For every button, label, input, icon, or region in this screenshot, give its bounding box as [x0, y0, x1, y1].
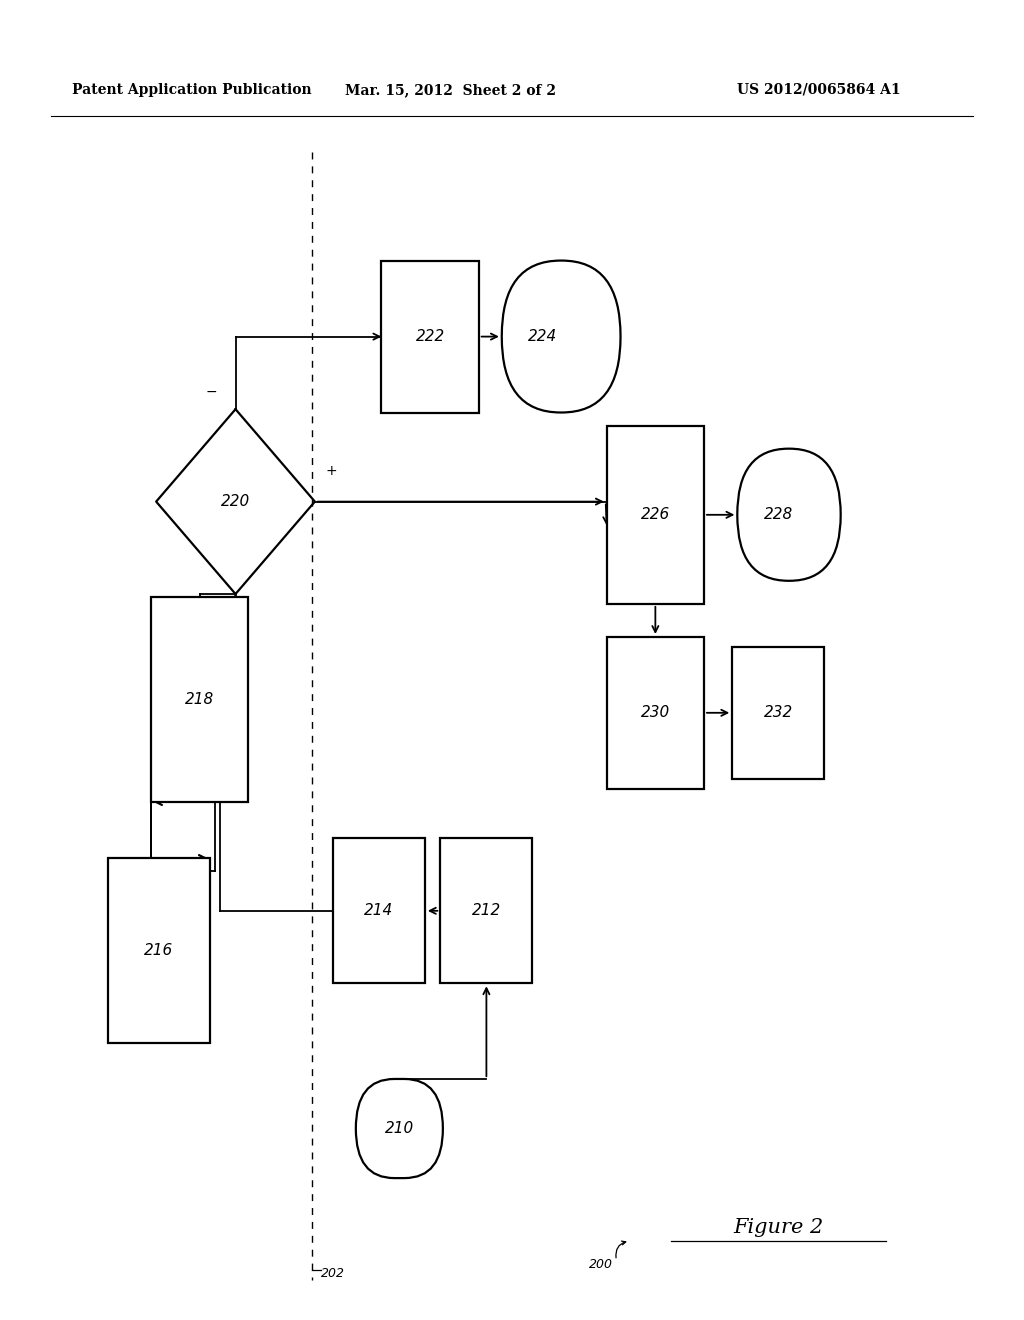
Text: +: + [326, 463, 337, 478]
FancyBboxPatch shape [356, 1078, 443, 1177]
FancyBboxPatch shape [737, 449, 841, 581]
Bar [606, 425, 705, 605]
Text: 216: 216 [144, 942, 173, 958]
Text: 210: 210 [385, 1121, 414, 1137]
Text: US 2012/0065864 A1: US 2012/0065864 A1 [737, 83, 901, 96]
Bar [606, 638, 705, 789]
Text: 230: 230 [641, 705, 670, 721]
Text: 226: 226 [641, 507, 670, 523]
FancyBboxPatch shape [502, 260, 621, 412]
Text: 218: 218 [185, 692, 214, 708]
Bar [108, 858, 210, 1043]
Text: 228: 228 [764, 507, 793, 523]
Text: 220: 220 [221, 494, 250, 510]
Text: Figure 2: Figure 2 [733, 1218, 823, 1237]
Bar [381, 261, 479, 412]
Bar [732, 647, 824, 779]
Text: 214: 214 [365, 903, 393, 919]
Text: 232: 232 [764, 705, 793, 721]
Text: 212: 212 [472, 903, 501, 919]
Text: −: − [206, 384, 217, 399]
Text: Mar. 15, 2012  Sheet 2 of 2: Mar. 15, 2012 Sheet 2 of 2 [345, 83, 556, 96]
Text: Patent Application Publication: Patent Application Publication [72, 83, 311, 96]
Bar [333, 838, 425, 983]
Text: 200: 200 [589, 1258, 612, 1271]
Bar [440, 838, 532, 983]
Text: 202: 202 [321, 1267, 344, 1280]
Text: 222: 222 [416, 329, 444, 345]
Text: 224: 224 [528, 329, 557, 345]
Bar [152, 597, 249, 803]
